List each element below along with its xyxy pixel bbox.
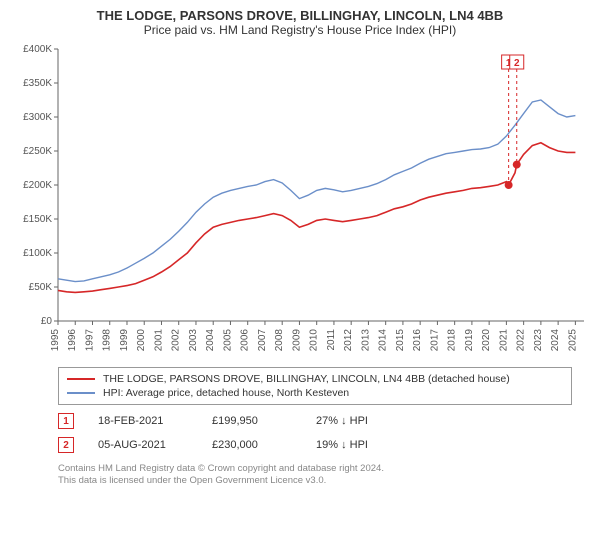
footer-line-1: Contains HM Land Registry data © Crown c… <box>58 463 572 475</box>
svg-text:2021: 2021 <box>498 329 509 352</box>
series-property <box>58 143 575 293</box>
svg-text:£250K: £250K <box>23 146 52 157</box>
sale-price: £230,000 <box>212 439 292 451</box>
svg-text:1999: 1999 <box>119 329 130 352</box>
svg-text:2017: 2017 <box>429 329 440 352</box>
svg-text:2002: 2002 <box>171 329 182 352</box>
svg-text:1998: 1998 <box>102 329 113 352</box>
sale-diff: 27% ↓ HPI <box>316 415 416 427</box>
legend-label: HPI: Average price, detached house, Nort… <box>103 387 349 399</box>
svg-text:2001: 2001 <box>153 329 164 352</box>
svg-text:£200K: £200K <box>23 180 52 191</box>
svg-text:2: 2 <box>514 58 520 69</box>
svg-text:2007: 2007 <box>257 329 268 352</box>
footer-line-2: This data is licensed under the Open Gov… <box>58 475 572 487</box>
svg-text:2000: 2000 <box>136 329 147 352</box>
sale-date: 05-AUG-2021 <box>98 439 188 451</box>
svg-text:£100K: £100K <box>23 248 52 259</box>
svg-text:2015: 2015 <box>395 329 406 352</box>
svg-text:1996: 1996 <box>67 329 78 352</box>
chart-area: £0 £50K £100K £150K £200K £250K £300K £350K £400… <box>8 41 592 361</box>
series-hpi <box>58 100 575 282</box>
svg-text:2019: 2019 <box>464 329 475 352</box>
legend-label: THE LODGE, PARSONS DROVE, BILLINGHAY, LI… <box>103 373 510 385</box>
svg-text:2005: 2005 <box>222 329 233 352</box>
svg-text:1997: 1997 <box>84 329 95 352</box>
svg-text:2018: 2018 <box>447 329 458 352</box>
svg-text:2011: 2011 <box>326 329 337 351</box>
sale-price: £199,950 <box>212 415 292 427</box>
legend-swatch <box>67 378 95 380</box>
svg-text:2025: 2025 <box>567 329 578 352</box>
sale-row: 2 05-AUG-2021 £230,000 19% ↓ HPI <box>58 433 572 457</box>
svg-text:2023: 2023 <box>533 329 544 352</box>
svg-text:£50K: £50K <box>29 282 53 293</box>
svg-text:2014: 2014 <box>378 329 389 352</box>
chart-subtitle: Price paid vs. HM Land Registry's House … <box>8 23 592 37</box>
sale-date: 18-FEB-2021 <box>98 415 188 427</box>
sale-badge: 2 <box>58 437 74 453</box>
svg-text:2009: 2009 <box>291 329 302 352</box>
sale-row: 1 18-FEB-2021 £199,950 27% ↓ HPI <box>58 409 572 433</box>
legend-item: THE LODGE, PARSONS DROVE, BILLINGHAY, LI… <box>67 372 563 386</box>
chart-title: THE LODGE, PARSONS DROVE, BILLINGHAY, LI… <box>8 8 592 23</box>
svg-text:£0: £0 <box>41 316 53 327</box>
svg-text:2006: 2006 <box>240 329 251 352</box>
svg-text:2022: 2022 <box>516 329 527 352</box>
svg-text:2013: 2013 <box>360 329 371 352</box>
svg-text:2003: 2003 <box>188 329 199 352</box>
line-chart: £0 £50K £100K £150K £200K £250K £300K £350K £400… <box>8 41 592 361</box>
legend: THE LODGE, PARSONS DROVE, BILLINGHAY, LI… <box>58 367 572 405</box>
svg-text:2012: 2012 <box>343 329 354 352</box>
svg-text:2020: 2020 <box>481 329 492 352</box>
svg-text:2008: 2008 <box>274 329 285 352</box>
sale-badge: 1 <box>58 413 74 429</box>
svg-text:£400K: £400K <box>23 44 52 55</box>
svg-text:2024: 2024 <box>550 329 561 352</box>
svg-text:1995: 1995 <box>50 329 61 352</box>
svg-text:£350K: £350K <box>23 78 52 89</box>
legend-item: HPI: Average price, detached house, Nort… <box>67 386 563 400</box>
sale-diff: 19% ↓ HPI <box>316 439 416 451</box>
svg-text:2010: 2010 <box>309 329 320 352</box>
svg-text:£300K: £300K <box>23 112 52 123</box>
svg-text:2004: 2004 <box>205 329 216 352</box>
svg-text:£150K: £150K <box>23 214 52 225</box>
sales-table: 1 18-FEB-2021 £199,950 27% ↓ HPI 2 05-AUG-202… <box>58 409 572 457</box>
footer-attribution: Contains HM Land Registry data © Crown c… <box>58 463 572 488</box>
legend-swatch <box>67 392 95 394</box>
svg-text:2016: 2016 <box>412 329 423 352</box>
